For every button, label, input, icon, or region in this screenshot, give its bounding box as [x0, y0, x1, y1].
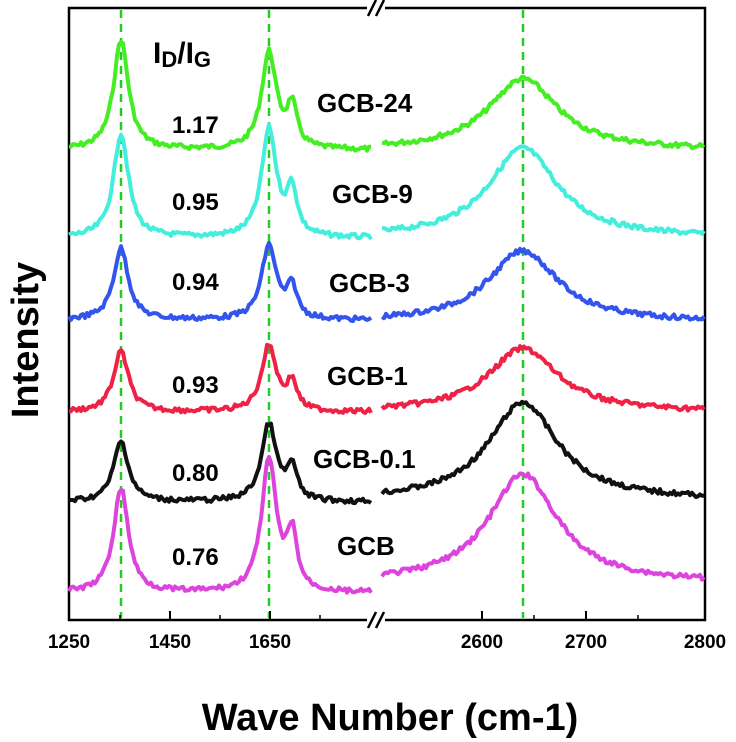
spectrum-line-right: [380, 344, 706, 413]
series-label: GCB: [337, 531, 395, 561]
spectrum-line-left: [67, 455, 373, 595]
spectrum-line-right: [380, 399, 705, 499]
axis-break-bottom: [366, 611, 386, 629]
axis-break-top: [366, 0, 386, 17]
spectrum-line-left: [67, 240, 373, 324]
spectrum-line-left: [68, 342, 373, 415]
x-tick-label: 1450: [149, 632, 191, 653]
x-tick-label: 2700: [565, 632, 607, 653]
ratio-label: 0.95: [172, 189, 219, 216]
x-ticks: 1250 1450 1650 2600 2700 2800: [48, 611, 726, 653]
spectrum-line-right: [381, 74, 706, 151]
reference-lines: [119, 10, 525, 618]
spectrum-line-right: [380, 246, 706, 322]
ratio-header: ID/IG: [153, 37, 211, 72]
ratio-label: 1.17: [172, 112, 219, 139]
ratio-label: 0.94: [172, 269, 219, 296]
spectrum-line-right: [380, 471, 706, 582]
plot-frame: [67, 6, 707, 622]
spectrum-line-right: [381, 144, 706, 236]
spectrum-line-left: [68, 421, 373, 506]
spectra: [67, 39, 706, 595]
labels: GCB-24 1.17 GCB-9 0.95 GCB-3 0.94 GCB-1 0.93 GCB…: [172, 88, 416, 571]
ratio-label: 0.80: [172, 460, 219, 487]
x-axis-title: Wave Number (cm-1): [202, 697, 579, 739]
series-label: GCB-1: [327, 361, 408, 391]
ratio-label: 0.76: [172, 544, 219, 571]
series-label: GCB-0.1: [313, 444, 416, 474]
series-label: GCB-9: [332, 179, 413, 209]
x-tick-label: 1250: [48, 632, 90, 653]
x-tick-label: 1650: [249, 632, 291, 653]
x-tick-label: 2800: [684, 632, 726, 653]
spectrum-line-left: [68, 39, 371, 153]
series-label: GCB-24: [317, 88, 413, 118]
y-axis-title: Intensity: [5, 262, 47, 418]
spectrum-line-left: [68, 122, 373, 241]
x-tick-label: 2600: [461, 632, 503, 653]
ratio-label: 0.93: [172, 372, 219, 399]
series-label: GCB-3: [329, 268, 410, 298]
